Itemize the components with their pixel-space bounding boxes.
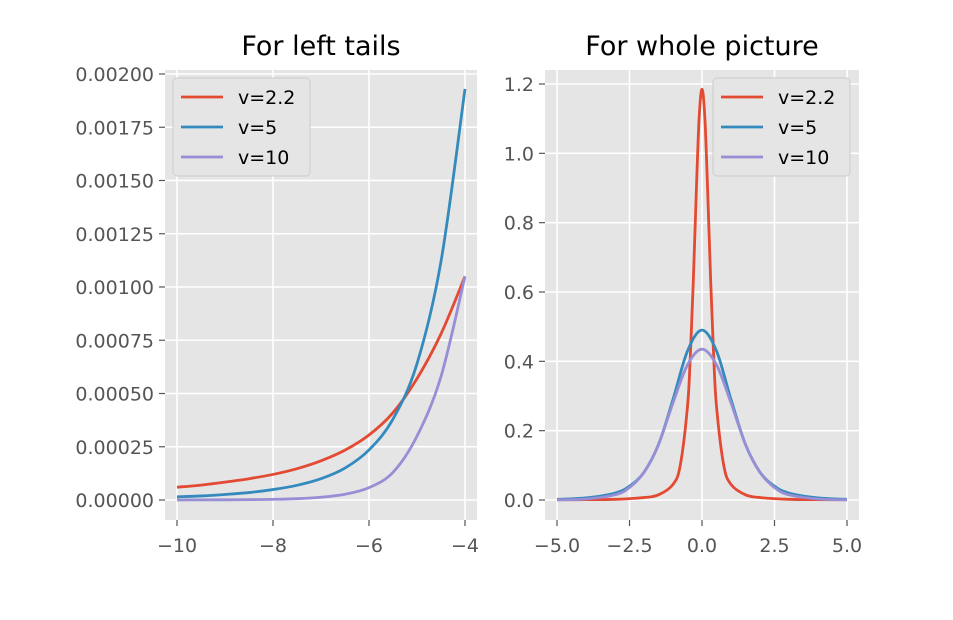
series-line-v=2.2 [176,275,467,489]
x-tick-label: 2.5 [759,535,789,557]
y-tick-label: 0.00175 [75,117,154,139]
x-tick-label: −2.5 [606,535,652,557]
x-tick-label: 5.0 [832,535,862,557]
x-tick-label: −4 [451,535,479,557]
legend: v=2.2 v=5 v=10 [712,77,851,177]
series-line-v=5 [176,88,467,499]
legend-label: v=5 [778,117,817,139]
legend-label: v=2.2 [238,87,295,109]
y-tick-label: 0.0 [504,490,534,512]
x-tick-label: −10 [157,535,197,557]
x-tick-label: −5.0 [534,535,580,557]
y-tick-label: 0.00100 [75,277,154,299]
legend-label: v=10 [778,147,829,169]
y-tick-label: 0.2 [504,421,534,443]
y-tick-label: 0.00200 [75,64,154,86]
left-chart-title: For left tails [241,31,400,62]
right-panel: For whole picture −5.0 −2.5 0.0 2.5 5.0 0.0 0.… [504,31,862,557]
y-tick-label: 0.00075 [75,330,154,352]
series-line-v=10 [556,347,848,502]
x-tick-label: −8 [259,535,287,557]
y-tick-label: 0.00125 [75,224,154,246]
legend-label: v=2.2 [778,87,835,109]
y-tick-label: 0.4 [504,351,534,373]
y-tick-label: 0.00000 [75,490,154,512]
legend: v=2.2 v=5 v=10 [172,77,311,177]
y-tick-label: 1.0 [504,143,534,165]
y-tick-label: 0.00025 [75,437,154,459]
y-tick-label: 0.00150 [75,171,154,193]
legend-box [172,77,311,177]
legend-label: v=10 [238,147,289,169]
y-tick-label: 0.6 [504,282,534,304]
y-tick-label: 0.00050 [75,384,154,406]
series-line-v=10 [176,276,467,502]
left-panel: For left tails −10 −8 −6 −4 0.00000 0.00025 0.… [75,31,479,557]
x-tick-label: 0.0 [687,535,717,557]
right-chart-title: For whole picture [585,31,818,62]
x-tick-label: −6 [355,535,383,557]
legend-label: v=5 [238,117,277,139]
y-tick-label: 0.8 [504,213,534,235]
series-line-v=2.2 [556,87,848,502]
legend-box [712,77,851,177]
y-tick-label: 1.2 [504,74,534,96]
